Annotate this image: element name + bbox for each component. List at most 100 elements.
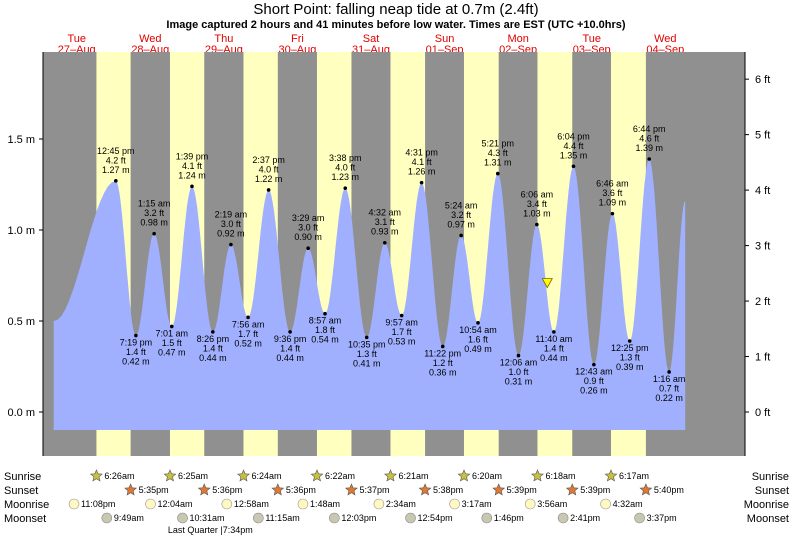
tide-label-high-ft: 3.2 ft bbox=[451, 210, 472, 220]
tide-label-high-ft: 3.2 ft bbox=[144, 208, 165, 218]
day-name: Wed bbox=[654, 33, 676, 45]
tide-label-low-ft: 1.7 ft bbox=[392, 327, 413, 337]
tide-label-low-ft: 1.4 ft bbox=[203, 343, 224, 353]
tide-label-low-m: 0.44 m bbox=[276, 353, 304, 363]
right-tick-label: 1 ft bbox=[755, 352, 770, 364]
moonrise-label-right: Moonrise bbox=[744, 499, 789, 511]
tide-point-low bbox=[667, 370, 671, 374]
tide-label-low-ft: 1.5 ft bbox=[162, 338, 183, 348]
tide-label-high-ft: 4.4 ft bbox=[563, 141, 584, 151]
moonrise-time: 1:48am bbox=[310, 499, 340, 509]
tide-label-high-m: 1.03 m bbox=[523, 209, 551, 219]
tide-point-low bbox=[476, 321, 480, 325]
moonrise-icon bbox=[68, 498, 80, 510]
sunset-time: 5:39pm bbox=[507, 485, 537, 495]
tide-point-high bbox=[647, 157, 652, 161]
tide-label-high-time: 4:32 am bbox=[369, 208, 402, 218]
chart-title: Short Point: falling neap tide at 0.7m (… bbox=[253, 1, 538, 18]
tide-label-low-time: 10:54 am bbox=[459, 325, 497, 335]
sunset-icon bbox=[197, 483, 211, 496]
moonrise-time: 2:34am bbox=[386, 499, 416, 509]
moonrise-icon bbox=[221, 498, 233, 510]
tide-label-high-ft: 4.0 ft bbox=[259, 164, 280, 174]
left-tick-label: 1.5 m bbox=[7, 134, 35, 146]
sunrise-time: 6:20am bbox=[472, 471, 502, 481]
moonset-time: 2:41pm bbox=[570, 513, 600, 523]
tide-point-low bbox=[288, 330, 292, 334]
sunset-icon bbox=[565, 483, 579, 496]
moonrise-time: 3:17am bbox=[462, 499, 492, 509]
tide-label-high-ft: 4.1 ft bbox=[412, 157, 433, 167]
right-tick-label: 4 ft bbox=[755, 185, 770, 197]
tide-label-high-time: 5:24 am bbox=[445, 200, 478, 210]
tide-point-high bbox=[229, 242, 233, 247]
tide-label-low-m: 0.36 m bbox=[429, 367, 457, 377]
tide-label-low-m: 0.39 m bbox=[616, 362, 644, 372]
tide-label-high-m: 1.31 m bbox=[484, 158, 512, 168]
tide-label-low-m: 0.44 m bbox=[540, 353, 568, 363]
day-name: Tue bbox=[67, 33, 86, 45]
moonrise-time: 4:32am bbox=[613, 499, 643, 509]
tide-label-low-ft: 1.3 ft bbox=[357, 349, 378, 359]
tide-label-high-time: 6:04 pm bbox=[557, 131, 590, 141]
sunset-label-left: Sunset bbox=[4, 485, 38, 497]
tide-point-low bbox=[169, 324, 174, 329]
tide-point-low bbox=[211, 330, 215, 334]
sunset-time: 5:37pm bbox=[359, 485, 389, 495]
tide-label-low-ft: 0.7 ft bbox=[659, 383, 680, 393]
left-tick-label: 0.0 m bbox=[7, 407, 35, 419]
tide-label-high-time: 12:45 pm bbox=[97, 146, 135, 156]
tide-point-low bbox=[246, 315, 250, 320]
day-name: Tue bbox=[582, 33, 601, 45]
tide-label-low-m: 0.22 m bbox=[655, 393, 683, 403]
sunrise-time: 6:25am bbox=[178, 471, 208, 481]
tide-point-high bbox=[266, 188, 271, 192]
moonset-icon bbox=[101, 512, 113, 524]
sunrise-time: 6:18am bbox=[545, 471, 575, 481]
tide-label-high-m: 1.22 m bbox=[255, 174, 283, 184]
chart-subtitle: Image captured 2 hours and 41 minutes be… bbox=[166, 19, 626, 31]
right-tick-label: 5 ft bbox=[755, 130, 770, 142]
tide-point-low bbox=[440, 344, 445, 349]
tide-label-high-ft: 3.6 ft bbox=[602, 188, 623, 198]
moonrise-icon bbox=[449, 498, 460, 510]
right-tick-label: 3 ft bbox=[755, 241, 770, 253]
moonset-time: 1:46pm bbox=[494, 513, 524, 523]
moonrise-time: 12:04am bbox=[158, 499, 193, 509]
sunset-time: 5:35pm bbox=[139, 485, 169, 495]
sunset-time: 5:40pm bbox=[654, 485, 684, 495]
tide-label-high-time: 4:31 pm bbox=[405, 148, 438, 158]
sunrise-time: 6:21am bbox=[398, 471, 428, 481]
day-name: Sun bbox=[435, 33, 455, 45]
tide-point-low bbox=[592, 362, 596, 367]
tide-label-high-time: 6:44 pm bbox=[633, 124, 666, 134]
tide-label-low-time: 12:43 am bbox=[575, 367, 613, 377]
tide-label-high-ft: 3.0 ft bbox=[298, 223, 319, 233]
tide-extremes: 12:45 pm4.2 ft1.27 m7:19 pm1.4 ft0.42 m1… bbox=[97, 124, 685, 403]
tide-label-high-time: 5:21 pm bbox=[482, 139, 515, 149]
sunrise-time: 6:24am bbox=[251, 471, 281, 481]
tide-label-high-time: 3:38 pm bbox=[329, 153, 362, 163]
tide-label-low-time: 11:40 am bbox=[535, 334, 572, 344]
tide-label-low-time: 12:06 am bbox=[500, 358, 538, 368]
sunset-time: 5:36pm bbox=[212, 485, 242, 495]
tide-point-high bbox=[306, 246, 310, 250]
sunrise-icon bbox=[237, 469, 250, 482]
moonrise-time: 11:08pm bbox=[81, 499, 115, 509]
tide-label-low-m: 0.26 m bbox=[580, 386, 608, 396]
tide-label-high-m: 1.24 m bbox=[178, 170, 206, 180]
sunrise-icon bbox=[531, 469, 544, 482]
moonrise-label-left: Moonrise bbox=[4, 499, 49, 511]
moonset-time: 11:15am bbox=[265, 513, 299, 523]
tide-label-low-ft: 1.2 ft bbox=[433, 358, 454, 368]
tide-point-low bbox=[516, 353, 521, 358]
left-tick-label: 1.0 m bbox=[7, 225, 35, 237]
tide-label-low-m: 0.31 m bbox=[505, 377, 533, 387]
tide-point-high bbox=[535, 222, 539, 227]
moonset-time: 12:54pm bbox=[418, 513, 453, 523]
tide-label-low-time: 7:19 pm bbox=[120, 338, 153, 348]
sunrise-icon bbox=[310, 469, 324, 482]
tide-label-low-ft: 1.3 ft bbox=[620, 353, 641, 363]
tide-label-high-ft: 3.4 ft bbox=[527, 199, 548, 209]
tide-label-low-time: 8:26 pm bbox=[197, 334, 230, 344]
